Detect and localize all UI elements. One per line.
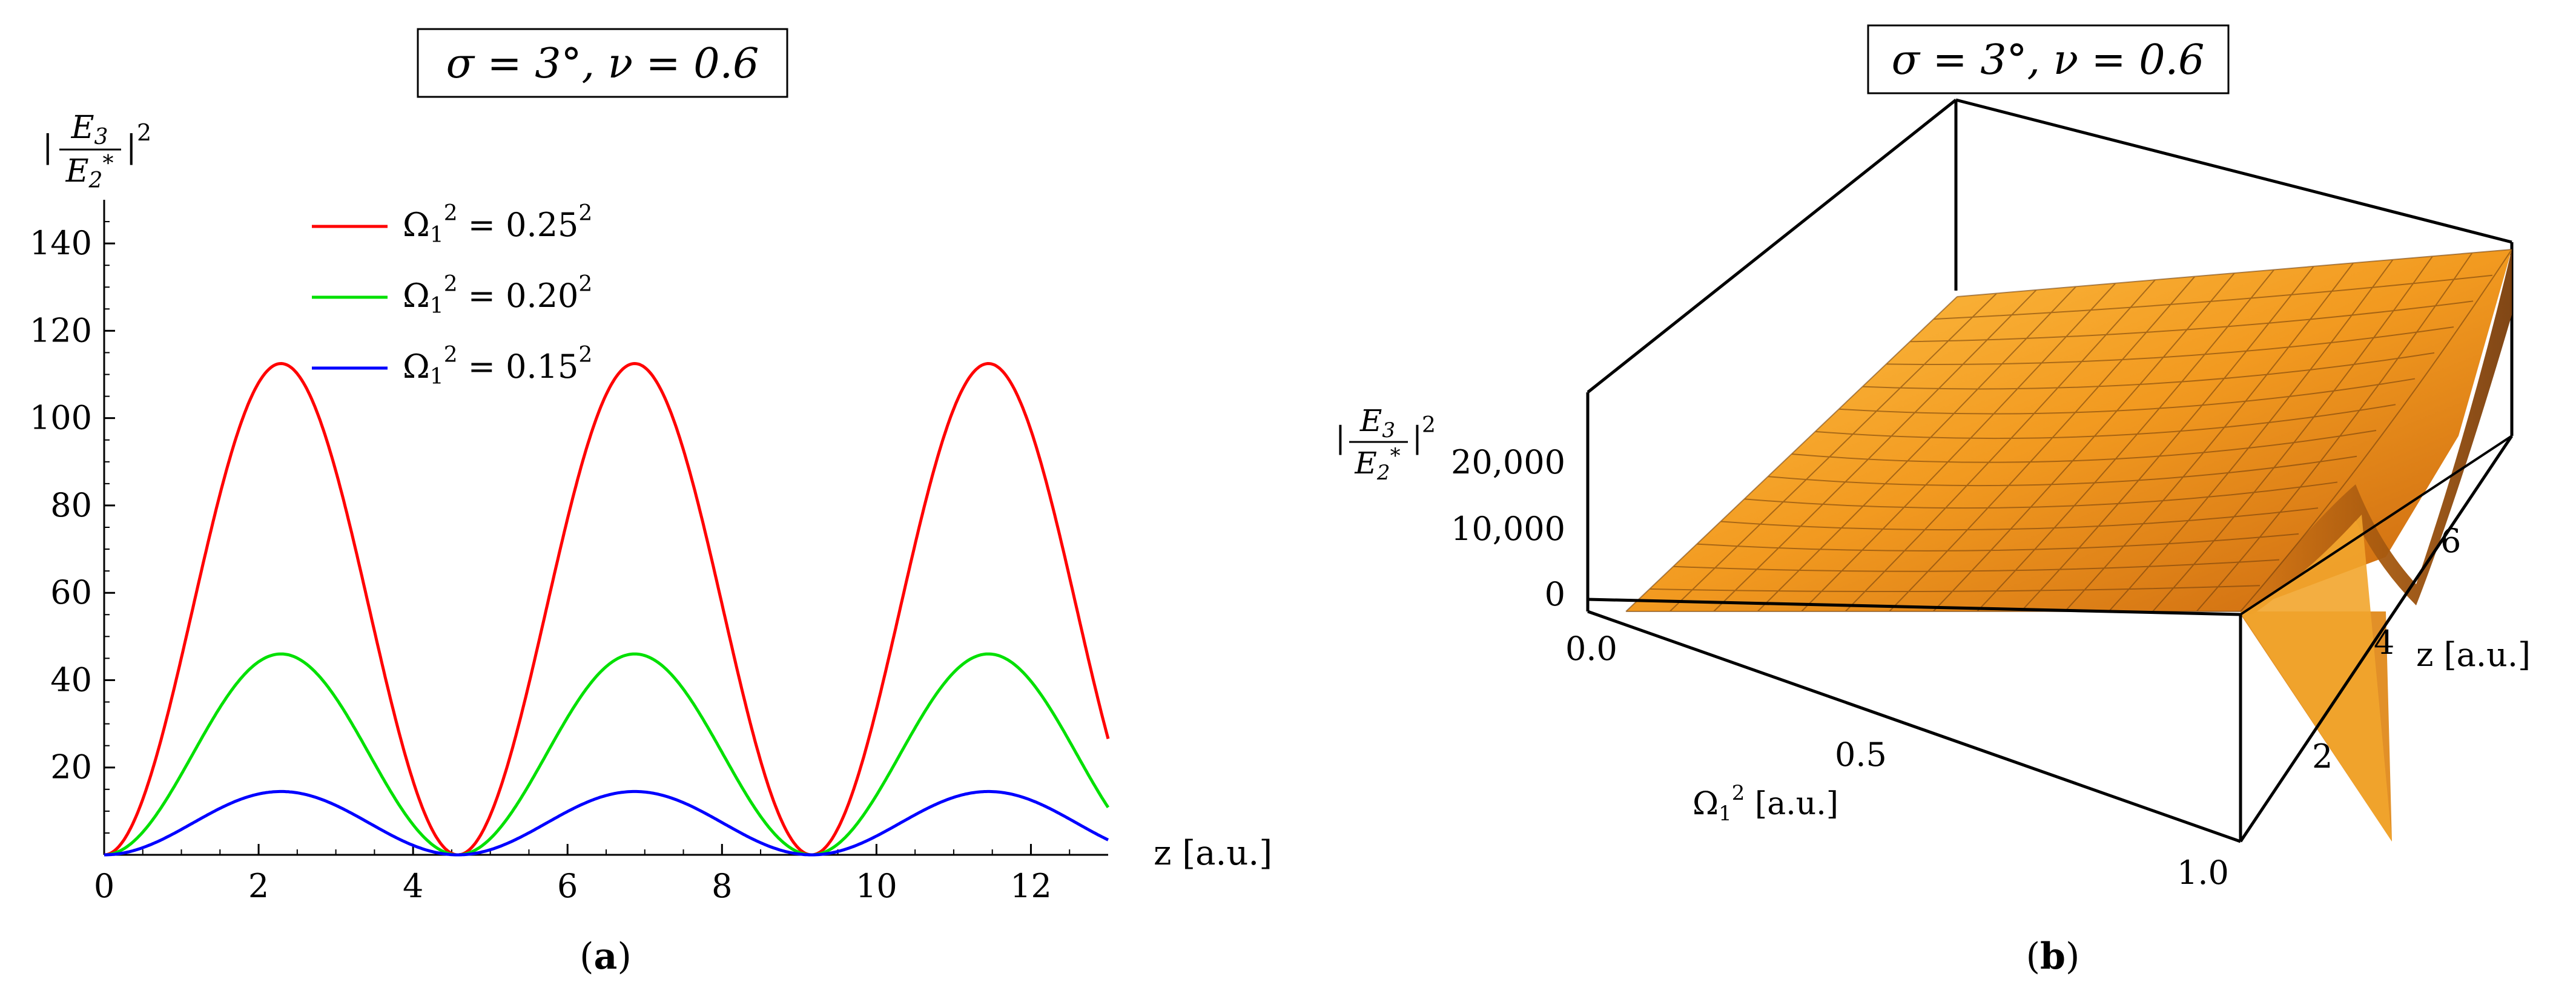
surface-mesh-line — [1933, 274, 2493, 320]
panel-a-y-ticks: 20 40 60 80 100 120 140 — [30, 221, 115, 834]
surface-mesh-line — [2064, 262, 2354, 612]
surface-mesh-line — [1650, 585, 2261, 593]
x-tick-label: 4 — [403, 867, 423, 905]
panel-b-zlabel-denominator: E2* — [1354, 444, 1400, 485]
surface-mesh-line — [1697, 533, 2299, 552]
legend-label-2: Ω12 = 0.152 — [403, 343, 592, 389]
panel-b-z-axis-label: | E3 E2* | 2 — [1335, 403, 1436, 485]
y-tick-label: 60 — [50, 573, 92, 611]
panel-b-x-axis-label: Ω12 [a.u.] — [1693, 781, 1838, 826]
panel-b-title-box: σ = 3°, ν = 0.6 — [1867, 24, 2230, 94]
x-tick-label: 8 — [712, 867, 732, 905]
zpos-tick-4: 4 — [2374, 624, 2394, 662]
surface-mesh-line — [1844, 279, 2156, 612]
surface-mesh-line — [1977, 269, 2275, 612]
x-tick-label: 12 — [1010, 867, 1052, 905]
panel-b-z-ticks: 0 10,000 20,000 — [1451, 443, 1565, 613]
panel-a-ylabel-power: 2 — [137, 119, 151, 146]
y-tick-label: 140 — [30, 224, 92, 262]
surface-mesh-line — [1768, 455, 2357, 487]
svg-text:|: | — [126, 129, 137, 165]
surface-mesh-line — [1744, 481, 2338, 509]
x-tick-label: 6 — [557, 867, 578, 905]
y-tick-label: 20 — [50, 748, 92, 786]
zpos-tick-6: 6 — [2440, 522, 2461, 560]
panel-b-surface — [1625, 249, 2512, 842]
surface-mesh-line — [1815, 404, 2396, 440]
svg-text:|: | — [1412, 420, 1422, 455]
panel-b-y-axis-label: z [a.u.] — [2416, 636, 2531, 674]
panel-a-y-axis-label: | E3 E2* | 2 — [42, 110, 151, 193]
svg-text:|: | — [1335, 420, 1346, 455]
surface-mesh-line — [1669, 292, 1998, 612]
surface-mesh-line — [1932, 272, 2235, 612]
z-tick-10000: 10,000 — [1451, 510, 1565, 548]
panel-a: σ = 3°, ν = 0.6 | E3 E2* | 2 20406080100… — [30, 28, 1272, 978]
panel-a-title: σ = 3°, ν = 0.6 — [446, 40, 759, 88]
panel-a-legend: Ω12 = 0.252 Ω12 = 0.202 Ω12 = 0.152 — [312, 201, 592, 389]
zpos-tick-2: 2 — [2312, 737, 2333, 776]
surface-mesh-line — [1791, 430, 2377, 463]
panel-b-box-back — [1586, 98, 2514, 599]
legend-label-0: Ω12 = 0.252 — [403, 201, 592, 248]
panel-a-label: (a) — [580, 935, 632, 978]
panel-a-ylabel-numerator: E3 — [71, 110, 108, 150]
svg-text:Ω12 [a.u.]: Ω12 [a.u.] — [1693, 781, 1838, 826]
surface-mesh-line — [2020, 266, 2314, 612]
series-line-2 — [104, 789, 1109, 857]
z-tick-20000: 20,000 — [1451, 443, 1565, 481]
surface-mesh-line — [1886, 326, 2454, 366]
panel-b-zlabel-numerator: E3 — [1359, 403, 1395, 443]
panel-a-title-box: σ = 3°, ν = 0.6 — [417, 28, 788, 98]
omega-tick-0: 0.0 — [1565, 630, 1617, 668]
panel-b-y-ticks: 2 4 6 — [2312, 522, 2461, 776]
panel-b: σ = 3°, ν = 0.6 — [1335, 24, 2531, 978]
surface-mesh-line — [2196, 252, 2473, 612]
surface-mesh-line — [1673, 559, 2280, 572]
x-tick-label: 0 — [94, 867, 114, 905]
panel-b-x-ticks: 0.0 0.5 1.0 — [1565, 630, 2229, 892]
y-tick-label: 40 — [50, 660, 92, 699]
x-tick-label: 10 — [856, 867, 897, 905]
y-tick-label: 120 — [30, 311, 92, 349]
omega-tick-0.5: 0.5 — [1835, 736, 1887, 774]
surface-mesh-line — [1720, 507, 2319, 531]
z-tick-0: 0 — [1545, 575, 1565, 613]
surface-mesh-line — [2152, 255, 2433, 612]
panel-a-ylabel-denominator: E2* — [65, 151, 114, 193]
panel-a-x-ticks: 0 2 4 6 8 10 12 — [94, 844, 1071, 905]
x-tick-label: 2 — [248, 867, 269, 905]
surface-mesh-line — [1801, 283, 2116, 612]
panel-a-curves — [104, 361, 1110, 857]
panel-b-label: (b) — [2026, 935, 2080, 978]
omega-tick-1.0: 1.0 — [2177, 854, 2229, 892]
surface-mesh-line — [2240, 249, 2512, 612]
surface-mesh-line — [1862, 352, 2435, 390]
panel-b-box-front — [1586, 435, 2514, 843]
surface-mesh-line — [1889, 275, 2196, 612]
panel-a-x-axis-label: z [a.u.] — [1154, 834, 1272, 873]
y-tick-label: 80 — [50, 486, 92, 524]
panel-b-zlabel-power: 2 — [1422, 413, 1436, 438]
panel-b-title: σ = 3°, ν = 0.6 — [1892, 36, 2205, 84]
surface-mesh-line — [1838, 378, 2416, 415]
y-tick-label: 100 — [30, 399, 92, 437]
surface-mesh-line — [2108, 259, 2394, 612]
surface-mesh-line — [1909, 300, 2474, 343]
surface-mesh-line — [1757, 286, 2077, 612]
surface-mesh-line — [1625, 296, 1958, 612]
surface-mesh-line — [1713, 289, 2037, 612]
series-line-1 — [104, 652, 1110, 857]
svg-text:|: | — [42, 129, 53, 165]
series-line-0 — [104, 361, 1110, 857]
legend-label-1: Ω12 = 0.202 — [403, 272, 592, 318]
